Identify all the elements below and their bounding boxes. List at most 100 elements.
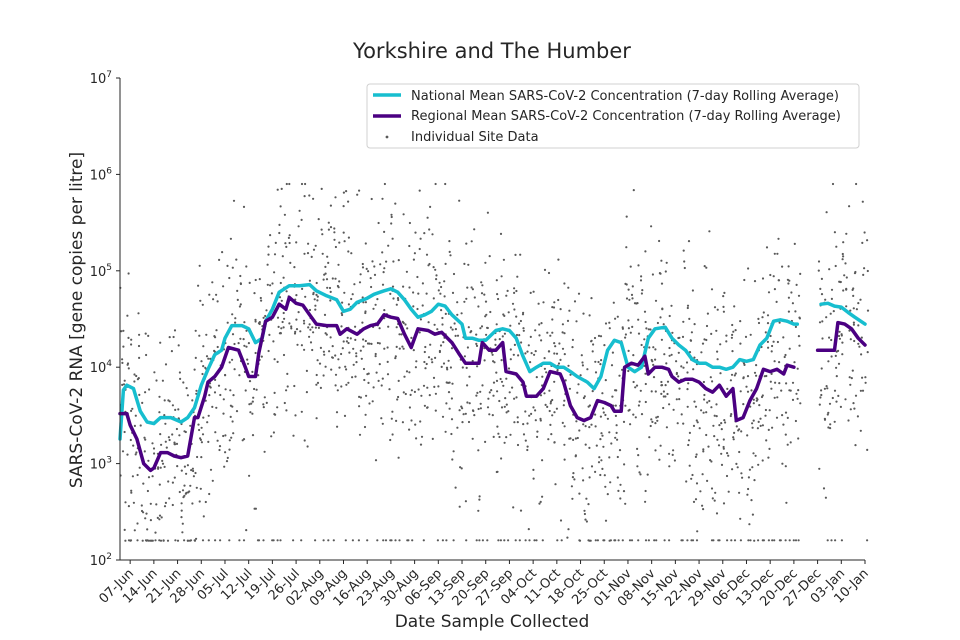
site-point <box>756 427 760 430</box>
site-point <box>211 479 214 482</box>
site-point <box>507 311 510 314</box>
site-point <box>729 414 732 418</box>
site-point <box>228 448 231 451</box>
site-point <box>322 350 325 353</box>
site-point <box>342 191 345 194</box>
site-point <box>574 454 578 457</box>
site-point <box>788 539 791 542</box>
site-point <box>371 260 374 263</box>
site-point <box>317 218 320 221</box>
site-point <box>235 258 238 261</box>
site-point <box>185 387 188 390</box>
site-point <box>505 294 508 297</box>
site-point <box>702 411 705 414</box>
site-point <box>637 454 640 457</box>
site-point <box>465 242 468 245</box>
site-point <box>747 487 750 491</box>
site-point <box>181 522 184 525</box>
site-point <box>744 335 748 338</box>
site-point <box>576 391 579 394</box>
site-point <box>287 236 290 239</box>
site-point <box>726 387 729 390</box>
site-point <box>583 395 586 398</box>
site-point <box>529 361 532 364</box>
site-point <box>484 261 487 264</box>
site-point <box>695 419 698 422</box>
site-point <box>519 509 523 512</box>
site-point <box>359 396 362 399</box>
site-point <box>625 246 628 249</box>
site-point <box>702 448 705 451</box>
site-point <box>121 383 124 386</box>
site-point <box>599 415 603 418</box>
site-point <box>420 435 424 438</box>
site-point <box>529 335 532 338</box>
site-point <box>200 456 203 459</box>
site-point <box>390 215 393 219</box>
site-point <box>749 405 752 408</box>
site-point <box>397 456 400 459</box>
site-point <box>147 459 150 462</box>
site-point <box>619 497 622 500</box>
site-point <box>644 372 647 375</box>
site-point <box>797 539 800 542</box>
site-point <box>407 539 410 542</box>
site-point <box>368 342 371 345</box>
site-point <box>664 395 667 398</box>
site-point <box>615 424 618 427</box>
site-point <box>519 253 522 256</box>
site-point <box>762 311 765 314</box>
site-point <box>358 189 361 192</box>
site-point <box>480 325 484 328</box>
site-point <box>710 406 713 409</box>
site-point <box>686 371 689 374</box>
site-point <box>122 383 126 386</box>
site-point <box>397 379 400 382</box>
site-point <box>738 450 741 454</box>
site-point <box>863 231 866 234</box>
site-point <box>254 351 257 355</box>
site-point <box>627 349 630 352</box>
site-point <box>398 333 401 336</box>
site-point <box>776 396 779 399</box>
site-point <box>857 302 860 305</box>
site-point <box>668 465 671 468</box>
site-point <box>418 331 421 334</box>
site-point <box>448 407 451 410</box>
site-point <box>158 483 161 486</box>
site-point <box>774 381 777 384</box>
site-point <box>785 501 788 504</box>
site-point <box>563 332 566 335</box>
site-point <box>422 384 426 387</box>
site-point <box>126 314 129 317</box>
site-point <box>859 429 862 432</box>
site-point <box>433 385 436 388</box>
site-point <box>503 441 506 444</box>
site-point <box>424 367 427 370</box>
site-point <box>558 342 561 345</box>
site-point <box>389 438 392 442</box>
site-point <box>551 306 554 309</box>
site-point <box>732 438 735 441</box>
site-point <box>761 459 764 462</box>
y-tick-label: 102 <box>90 552 112 569</box>
site-point <box>559 308 562 311</box>
site-point <box>685 361 689 364</box>
site-point <box>216 345 219 349</box>
site-point <box>331 345 334 348</box>
site-point <box>553 411 556 414</box>
site-point <box>767 428 770 431</box>
site-point <box>173 441 176 444</box>
site-point <box>632 413 635 416</box>
site-point <box>231 266 234 269</box>
site-point <box>312 291 315 294</box>
site-point <box>718 424 721 427</box>
site-point <box>761 316 764 319</box>
site-point <box>616 476 619 479</box>
site-point <box>551 331 554 334</box>
site-point <box>216 439 219 442</box>
site-point <box>398 539 401 542</box>
site-point <box>259 296 262 300</box>
site-point <box>419 443 423 446</box>
site-point <box>635 384 639 387</box>
